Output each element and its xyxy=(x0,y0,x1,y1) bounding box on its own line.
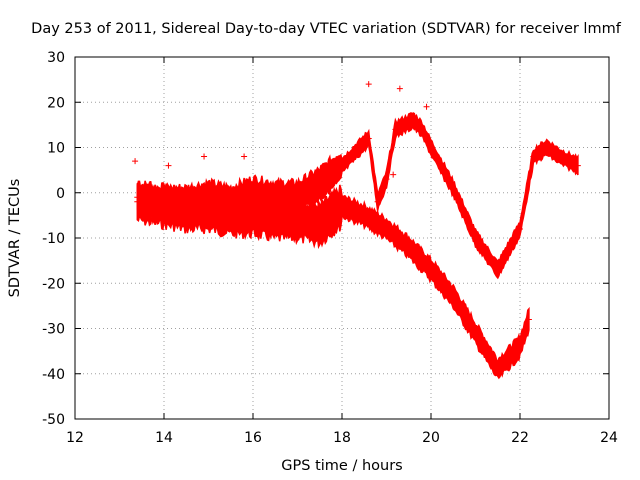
x-tick-label: 22 xyxy=(511,430,529,446)
y-tick-label: -40 xyxy=(42,367,65,383)
data-point xyxy=(472,330,479,337)
data-point xyxy=(294,216,301,223)
data-point xyxy=(517,225,523,232)
data-point xyxy=(405,244,412,251)
data-point xyxy=(392,126,399,133)
data-point xyxy=(365,135,372,142)
y-axis-label: SDTVAR / TECUs xyxy=(7,179,23,298)
data-point xyxy=(419,126,426,133)
chart-title: Day 253 of 2011, Sidereal Day-to-day VTE… xyxy=(31,21,622,37)
outlier-point xyxy=(423,103,430,110)
data-point xyxy=(374,198,381,205)
data-point xyxy=(361,212,368,219)
data-point xyxy=(450,185,457,192)
data-point xyxy=(134,194,141,201)
data-point xyxy=(339,203,345,210)
points-layer xyxy=(132,81,581,380)
y-tick-label: 10 xyxy=(47,141,65,157)
data-point xyxy=(428,144,434,151)
data-point xyxy=(428,266,434,273)
outlier-point xyxy=(390,171,397,178)
y-tick-label: -20 xyxy=(42,276,65,292)
data-point xyxy=(250,212,256,219)
outlier-point xyxy=(365,81,372,88)
y-tick-label: 20 xyxy=(47,95,65,111)
grid-layer xyxy=(75,57,609,419)
plot-frame xyxy=(74,56,610,420)
outlier-point xyxy=(201,153,208,160)
data-point xyxy=(339,162,345,169)
data-point xyxy=(183,198,190,205)
data-point xyxy=(227,198,234,205)
data-point xyxy=(525,316,532,323)
data-point xyxy=(472,235,479,241)
data-point xyxy=(494,266,501,273)
data-point xyxy=(383,225,390,232)
x-tick-label: 16 xyxy=(244,430,262,446)
outlier-point xyxy=(241,153,248,160)
y-tick-label: -10 xyxy=(42,231,65,247)
outlier-point xyxy=(132,158,139,165)
y-tick-label: -50 xyxy=(42,412,65,428)
y-tick-label: -30 xyxy=(42,322,65,338)
x-axis-label: GPS time / hours xyxy=(281,458,402,474)
data-point xyxy=(294,194,301,201)
data-point xyxy=(530,153,537,160)
outlier-point xyxy=(396,85,403,92)
x-tick-label: 20 xyxy=(422,430,440,446)
x-tick-label: 14 xyxy=(155,430,173,446)
data-point xyxy=(272,216,279,223)
data-point xyxy=(543,144,550,151)
y-tick-label: 0 xyxy=(56,186,65,202)
data-point xyxy=(316,221,323,228)
data-point xyxy=(272,194,279,201)
data-point xyxy=(517,343,523,350)
data-point xyxy=(383,176,390,183)
data-point xyxy=(250,189,256,196)
y-tick-label: 30 xyxy=(47,50,65,66)
data-point xyxy=(161,198,167,205)
x-tick-label: 12 xyxy=(66,430,84,446)
tick-layer: 12 14 16 18 20 22 24 -50 -40 -30 -20 -10 0 10 20 30 xyxy=(42,50,618,446)
upper-band-series xyxy=(136,111,579,280)
data-point xyxy=(574,162,581,169)
x-tick-label: 18 xyxy=(333,430,351,446)
data-point xyxy=(205,194,212,201)
data-point xyxy=(450,293,457,300)
data-point xyxy=(316,180,323,187)
x-tick-label: 24 xyxy=(600,430,618,446)
data-point xyxy=(557,153,564,160)
data-point xyxy=(401,121,408,128)
data-point xyxy=(410,117,417,124)
outlier-point xyxy=(165,162,172,169)
data-point xyxy=(352,149,359,156)
data-point xyxy=(494,366,501,373)
